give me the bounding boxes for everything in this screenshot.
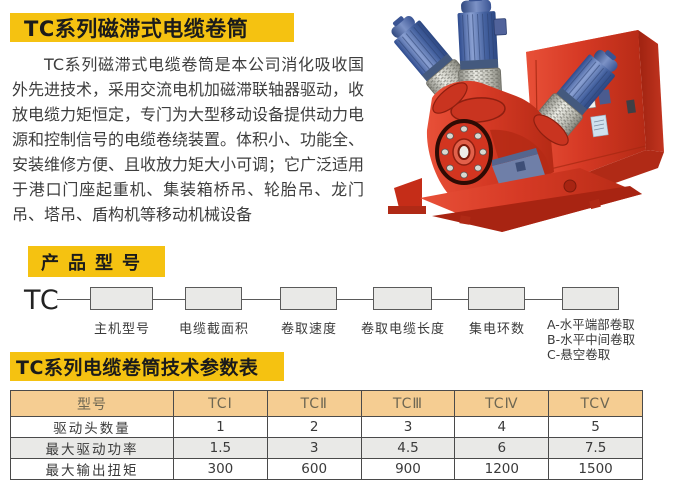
model-prefix: TC — [24, 285, 60, 316]
model-segment-box-1 — [90, 287, 153, 310]
segment-label-cable-length: 卷取电缆长度 — [360, 322, 445, 337]
winding-type-a: A-水平端部卷取 — [547, 317, 635, 332]
table-row: 驱动头数量 1 2 3 4 5 — [10, 416, 643, 438]
base-skids — [388, 168, 642, 232]
column-header-model: 型号 — [10, 390, 174, 417]
model-segment-box-5 — [468, 287, 525, 310]
flange-disc — [435, 119, 493, 185]
cell-value: 3 — [360, 416, 456, 438]
row-label-max-drive-power: 最大驱动功率 — [10, 437, 174, 459]
cell-value: 1500 — [548, 458, 643, 480]
row-label-drive-head-count: 驱动头数量 — [10, 416, 174, 438]
cell-value: 2 — [266, 416, 362, 438]
parameters-table: 型号 TCⅠ TCⅡ TCⅢ TCⅣ TCⅤ 驱动头数量 1 2 3 4 5 最… — [10, 390, 643, 480]
product-description: TC系列磁滞式电缆卷筒是本公司消化吸收国外先进技术，采用交流电机加磁滞联轴器驱动… — [12, 55, 365, 224]
cell-value: 1200 — [454, 458, 550, 480]
winding-type-b: B-水平中间卷取 — [547, 332, 636, 347]
table-header-row: 型号 TCⅠ TCⅡ TCⅢ TCⅣ TCⅤ — [10, 390, 643, 417]
model-segment-box-2 — [185, 287, 242, 310]
table-row: 最大驱动功率 1.5 3 4.5 6 7.5 — [10, 437, 643, 459]
product-photo — [340, 0, 676, 240]
column-header-tc2: TCⅡ — [266, 390, 362, 417]
column-header-tc1: TCⅠ — [173, 390, 268, 417]
model-segment-box-6 — [562, 287, 619, 310]
winding-type-c: C-悬空卷取 — [547, 347, 611, 362]
column-header-tc5: TCⅤ — [548, 390, 643, 417]
segment-label-winding-speed: 卷取速度 — [280, 322, 337, 337]
column-header-tc3: TCⅢ — [360, 390, 456, 417]
cell-value: 1 — [173, 416, 268, 438]
model-segment-box-4 — [373, 287, 432, 310]
page-title: TC系列磁滞式电缆卷筒 — [10, 13, 294, 42]
table-row: 最大输出扭矩 300 600 900 1200 1500 — [10, 458, 643, 480]
column-header-tc4: TCⅣ — [454, 390, 550, 417]
drive-motor-right — [533, 50, 618, 143]
cable-reel-illustration — [388, 0, 664, 232]
cell-value: 900 — [360, 458, 456, 480]
cell-value: 300 — [173, 458, 268, 480]
cell-value: 7.5 — [548, 437, 643, 459]
cell-value: 4.5 — [360, 437, 456, 459]
cell-value: 600 — [266, 458, 362, 480]
cell-value: 3 — [266, 437, 362, 459]
cell-value: 6 — [454, 437, 550, 459]
table-section-title: TC系列电缆卷筒技术参数表 — [10, 352, 284, 381]
segment-label-host-model: 主机型号 — [93, 322, 150, 337]
segment-label-cable-section: 电缆截面积 — [178, 322, 249, 337]
model-number-diagram: TC 主机型号 电缆截面积 卷取速度 卷取电缆长度 集电环数 A-水平端部卷取 … — [0, 283, 676, 362]
row-label-max-output-torque: 最大输出扭矩 — [10, 458, 174, 480]
cell-value: 5 — [548, 416, 643, 438]
segment-label-ring-count: 集电环数 — [468, 322, 525, 337]
cell-value: 4 — [454, 416, 550, 438]
winding-type-list: A-水平端部卷取 B-水平中间卷取 C-悬空卷取 — [547, 317, 635, 362]
model-segment-box-3 — [280, 287, 337, 310]
cell-value: 1.5 — [173, 437, 268, 459]
model-section-title: 产品型号 — [28, 246, 165, 277]
